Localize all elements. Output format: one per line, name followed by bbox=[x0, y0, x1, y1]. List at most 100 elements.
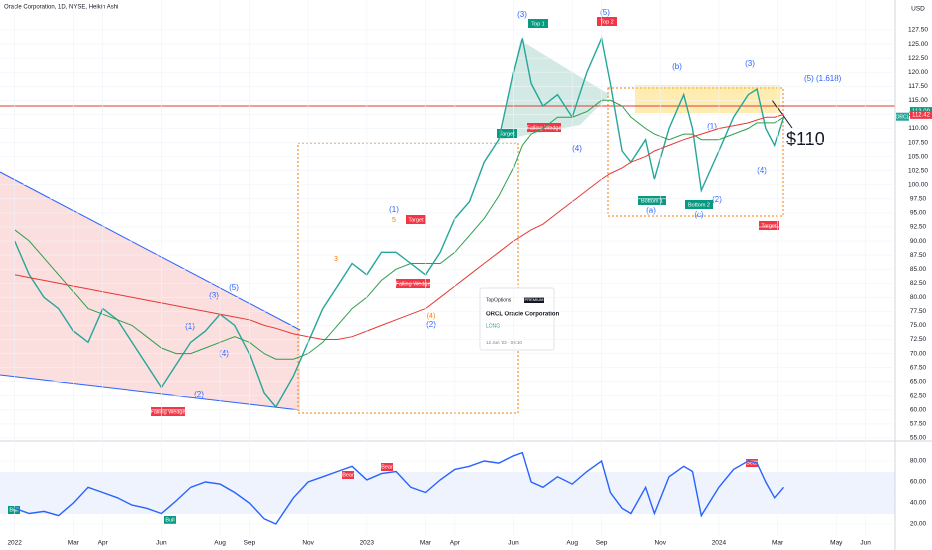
x-tick-label: Jun bbox=[508, 540, 519, 547]
y-tick-label: 120.00 bbox=[908, 69, 928, 76]
annotation: (2) bbox=[426, 320, 436, 329]
annotation: Bear bbox=[342, 472, 354, 478]
legend-label: ORCL bbox=[896, 115, 910, 121]
y-tick-label: 40.00 bbox=[910, 500, 927, 507]
x-tick-label: Nov bbox=[654, 540, 666, 547]
y-tick-label: 55.00 bbox=[910, 435, 927, 442]
annotation: Top 1 bbox=[531, 21, 544, 27]
x-tick-label: Jun bbox=[156, 540, 167, 547]
x-tick-label: Sep bbox=[596, 540, 608, 547]
x-tick-label: Aug bbox=[214, 540, 226, 547]
y-tick-label: 60.00 bbox=[910, 407, 927, 414]
annotation: (3) bbox=[745, 59, 755, 68]
x-tick-label: 2023 bbox=[360, 540, 375, 547]
annotation: (5) bbox=[229, 283, 239, 292]
wedge-line bbox=[0, 171, 301, 331]
card-time: 12 Jun '23 · 08:10 bbox=[486, 340, 522, 345]
label-box bbox=[497, 129, 517, 138]
series-line bbox=[14, 113, 784, 340]
annotation: Target bbox=[761, 223, 777, 229]
label-box bbox=[8, 506, 20, 514]
currency: USD bbox=[911, 6, 925, 13]
series-line bbox=[14, 451, 785, 525]
price-tag bbox=[910, 110, 932, 119]
resistance-zone bbox=[635, 85, 780, 113]
y-tick-label: 117.50 bbox=[908, 83, 928, 90]
x-tick-label: May bbox=[830, 540, 843, 547]
y-tick-label: 87.50 bbox=[910, 252, 927, 259]
annotation: Bull bbox=[165, 517, 174, 523]
wedge-line bbox=[0, 374, 301, 411]
y-tick-label: 97.50 bbox=[910, 196, 927, 203]
y-tick-label: 80.00 bbox=[910, 458, 927, 465]
price-tag-label: 112.42 bbox=[912, 113, 931, 119]
y-tick-label: 57.50 bbox=[910, 421, 927, 428]
y-tick-label: 125.00 bbox=[908, 41, 928, 48]
card-badge: PREMIUM bbox=[525, 297, 544, 302]
annotation: (1) bbox=[707, 122, 717, 131]
annotation: (1) bbox=[185, 322, 195, 331]
annotation: Bear bbox=[746, 460, 758, 466]
annotation: 5 bbox=[392, 217, 396, 224]
signal-card: TopOptions PREMIUM ORCL Oracle Corporati… bbox=[479, 287, 560, 351]
annotation: Top 2 bbox=[600, 19, 613, 25]
card-brand: TopOptions bbox=[486, 297, 512, 303]
header: Oracle Corporation, 1D, NYSE, Heikin Ash… bbox=[4, 5, 118, 11]
label-box bbox=[406, 215, 426, 224]
label-box bbox=[638, 196, 666, 205]
card-symbol: ORCL Oracle Corporation bbox=[486, 312, 560, 318]
annotation: (4) bbox=[427, 313, 436, 320]
label-box bbox=[528, 19, 548, 28]
x-tick-label: Mar bbox=[68, 540, 80, 547]
annotation: (5) bbox=[600, 8, 610, 17]
annotation: Target bbox=[408, 217, 424, 223]
annotation: Bottom 1 bbox=[641, 198, 663, 204]
annotation: (a) bbox=[646, 206, 656, 215]
y-tick-label: 107.50 bbox=[908, 139, 928, 146]
label-box bbox=[746, 459, 758, 467]
label-box bbox=[381, 463, 393, 471]
x-tick-label: 2024 bbox=[712, 540, 727, 547]
annotation: $110 bbox=[786, 129, 825, 149]
x-tick-label: Aug bbox=[566, 540, 578, 547]
annotation: (2) bbox=[194, 390, 204, 399]
label-box bbox=[151, 407, 185, 416]
y-tick-label: 77.50 bbox=[910, 308, 927, 315]
y-tick-label: 110.00 bbox=[908, 125, 928, 132]
card-box bbox=[479, 287, 555, 351]
y-tick-label: 75.00 bbox=[910, 322, 927, 329]
x-tick-label: Sep bbox=[244, 540, 256, 547]
label-box bbox=[597, 17, 617, 26]
x-tick-label: Jun bbox=[860, 540, 871, 547]
y-tick-label: 90.00 bbox=[910, 238, 927, 245]
label-box bbox=[342, 471, 354, 479]
annotation: (5) (1.618) bbox=[804, 74, 842, 83]
y-tick-label: 105.00 bbox=[908, 153, 928, 160]
x-tick-label: Apr bbox=[450, 540, 461, 547]
y-tick-label: 115.00 bbox=[908, 97, 928, 104]
label-box bbox=[164, 516, 176, 524]
target-box bbox=[297, 142, 519, 414]
series-line bbox=[14, 99, 784, 360]
y-tick-label: 100.00 bbox=[908, 181, 928, 188]
y-tick-label: 80.00 bbox=[910, 294, 927, 301]
y-tick-label: 72.50 bbox=[910, 336, 927, 343]
y-tick-label: 20.00 bbox=[910, 521, 927, 528]
y-tick-label: 70.00 bbox=[910, 350, 927, 357]
y-tick-label: 67.50 bbox=[910, 364, 927, 371]
annotation: 3 bbox=[334, 256, 338, 263]
y-tick-label: 62.50 bbox=[910, 393, 927, 400]
x-tick-label: Apr bbox=[98, 540, 109, 547]
y-tick-label: 95.00 bbox=[910, 210, 927, 217]
y-tick-label: 102.50 bbox=[908, 167, 928, 174]
y-tick-label: 122.50 bbox=[908, 55, 928, 62]
legend-box bbox=[896, 112, 909, 121]
x-tick-label: Mar bbox=[420, 540, 432, 547]
annotation: (3) bbox=[209, 291, 219, 300]
annotation: Bottom 2 bbox=[688, 202, 710, 208]
card-side: LONG bbox=[486, 323, 500, 329]
y-tick-label: 82.50 bbox=[910, 280, 927, 287]
y-tick-label: 65.00 bbox=[910, 378, 927, 385]
y-tick-label: 127.50 bbox=[908, 27, 928, 34]
